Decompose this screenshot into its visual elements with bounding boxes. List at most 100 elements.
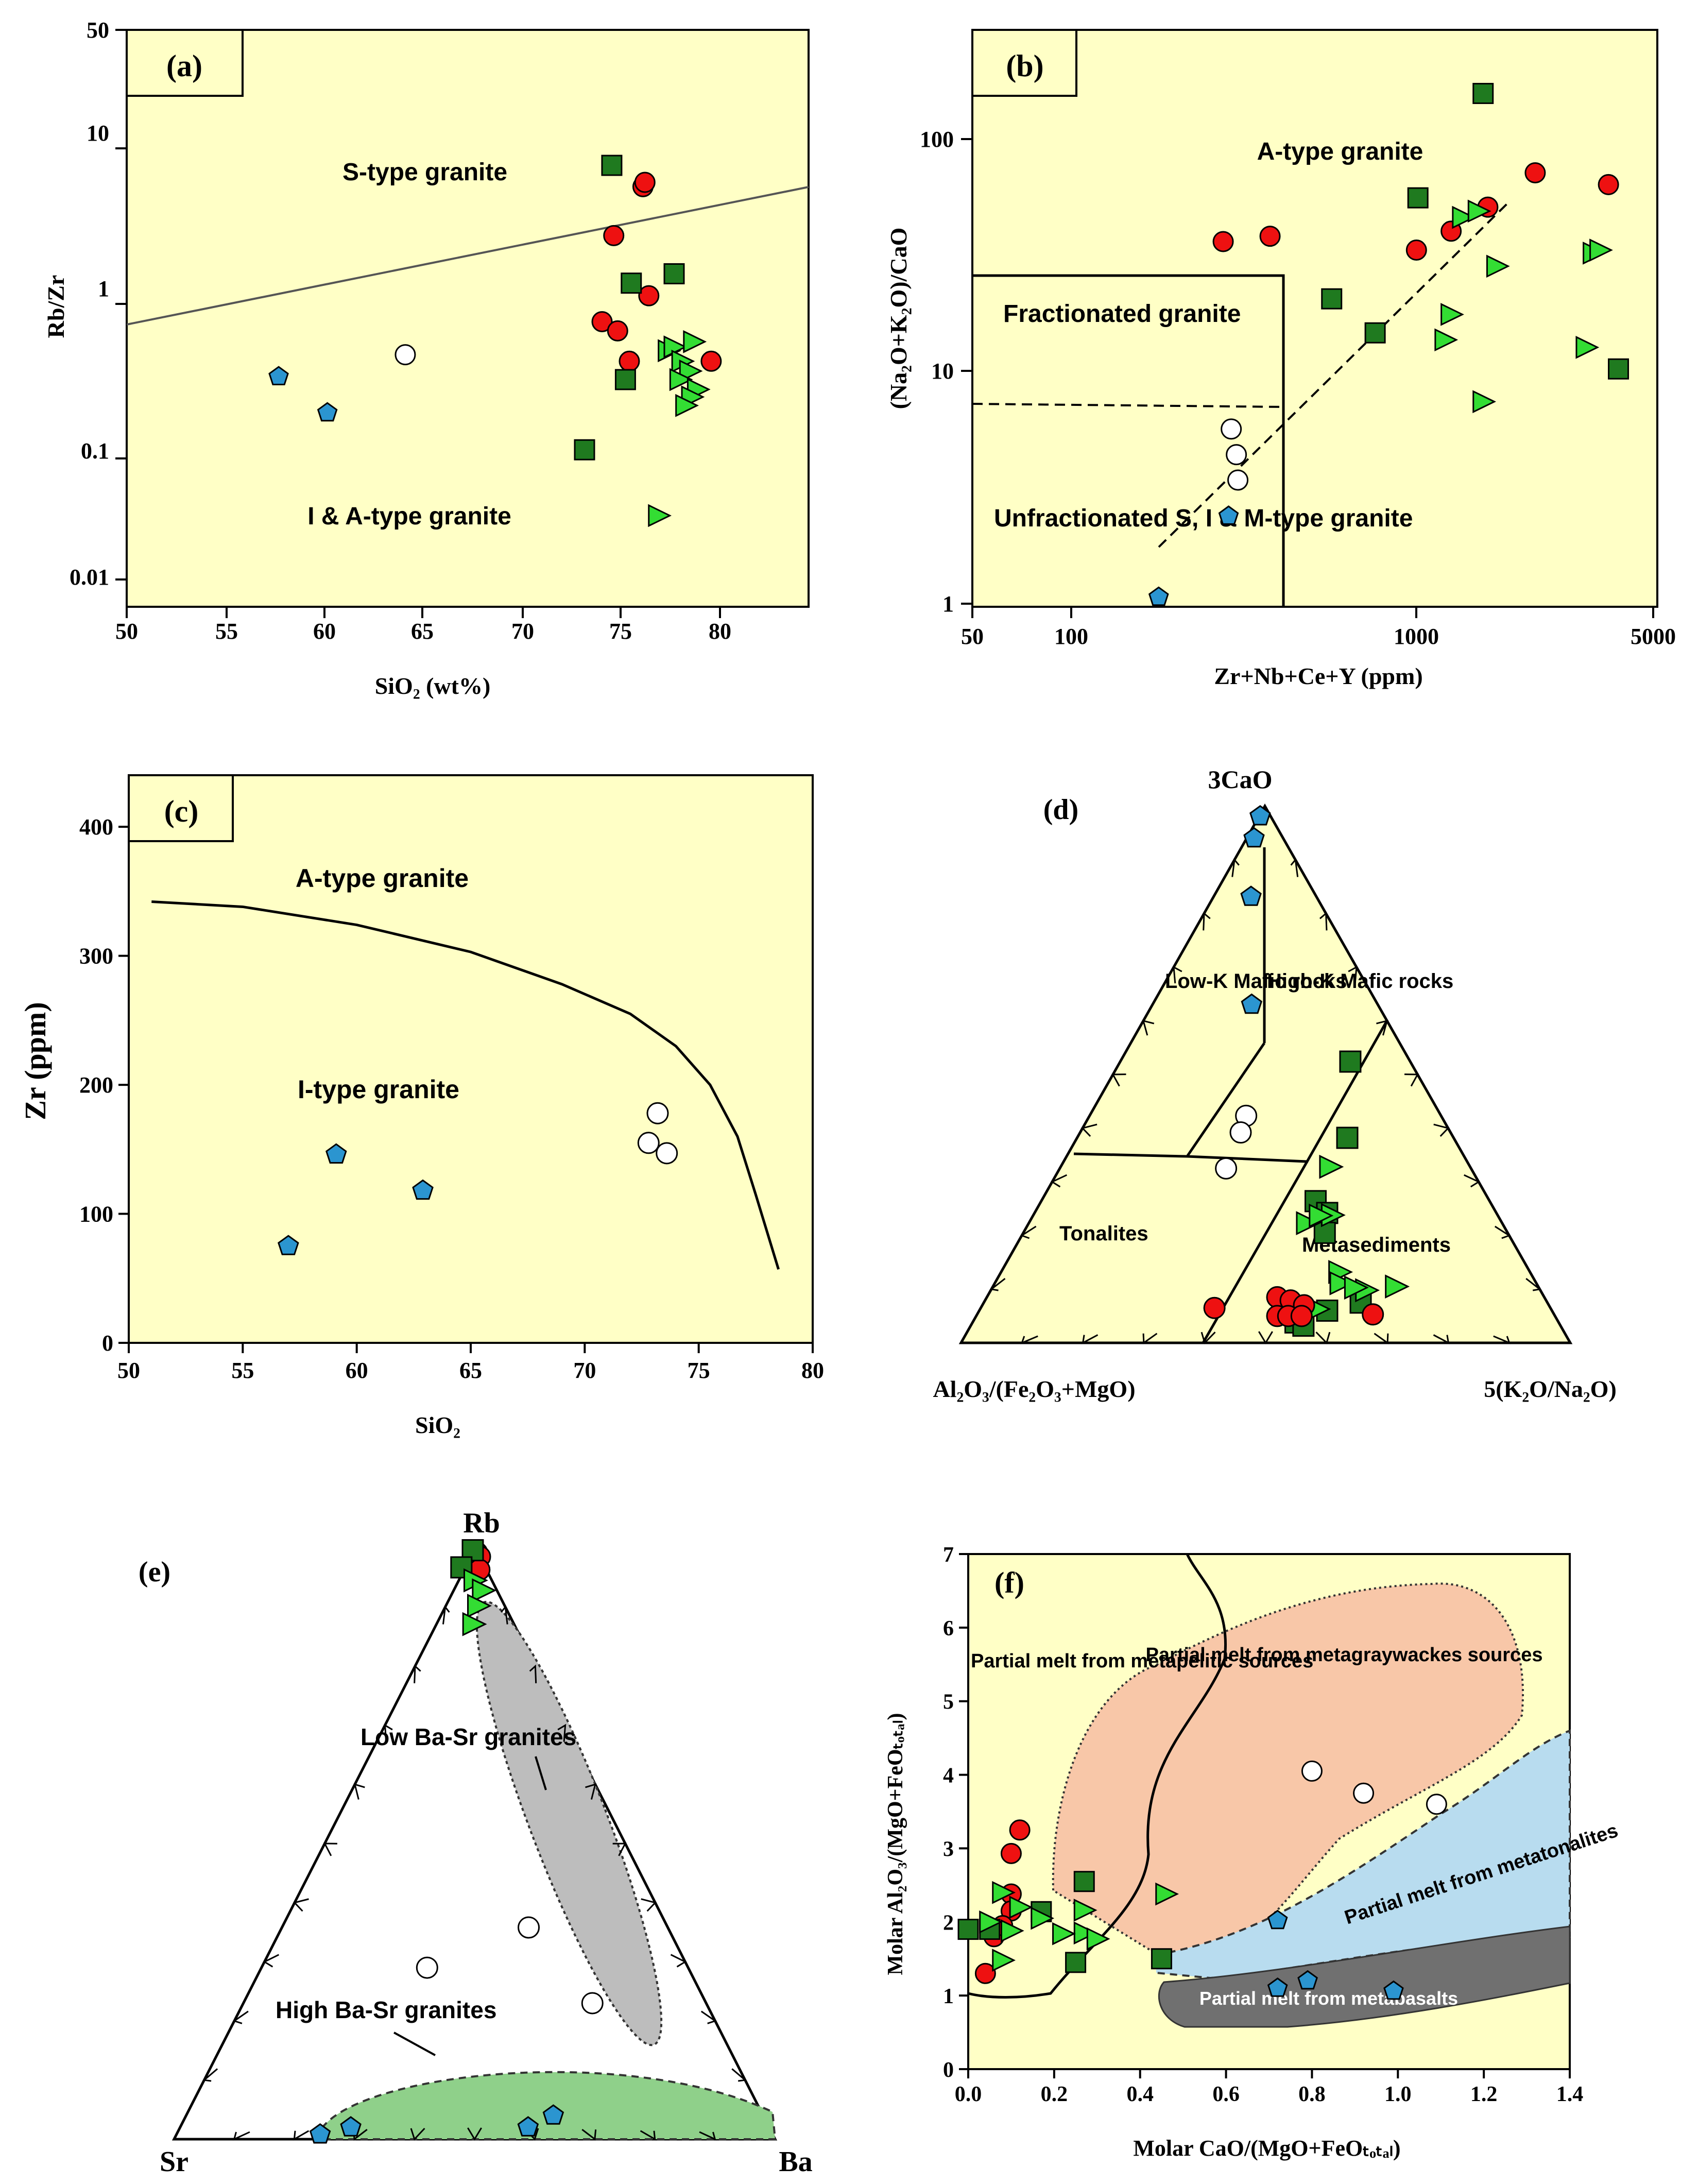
white-data-point	[637, 1132, 660, 1154]
panel-b-ytick: 1	[942, 591, 954, 617]
ternary-tick	[414, 1664, 421, 1683]
panel-b-ytick: 10	[931, 359, 954, 384]
ternary-tick	[1082, 1334, 1099, 1344]
white-data-point	[1227, 469, 1249, 491]
panel-c-label-box	[128, 774, 234, 842]
dark-green-data-point	[957, 1919, 979, 1940]
red-data-point	[1259, 226, 1281, 247]
panel-c-ytick-label: 0	[102, 1330, 113, 1356]
panel-b-xtick: 50	[961, 624, 984, 649]
panel-c-x-axis-label: SiO₂	[415, 1412, 460, 1438]
panel-b-region-fractionated: Fractionated granite	[1003, 300, 1241, 328]
panel-f-ytick-label: 0	[943, 2058, 954, 2082]
panel-b-region-a-type: A-type granite	[1257, 138, 1423, 165]
dark-green-data-point	[1339, 1050, 1362, 1073]
red-data-point	[619, 350, 640, 372]
panel-a-plot-area	[126, 29, 810, 608]
panel-f-points	[957, 1760, 1447, 2000]
red-data-point	[591, 311, 613, 332]
ternary-tick	[1203, 912, 1211, 931]
panel-e-region-high: High Ba-Sr granites	[276, 1997, 496, 2023]
white-data-point	[416, 1956, 438, 1979]
ternary-tick	[1200, 1332, 1216, 1344]
panel-a-region-s-type: S-type granite	[342, 159, 507, 186]
white-data-point	[1215, 1157, 1238, 1180]
dark-green-data-point	[1407, 187, 1429, 209]
panel-f-region-metapelitic: Partial melt from metapelitic sources	[971, 1650, 1313, 1672]
panel-e-points	[309, 1539, 604, 2144]
panel-f-metabasalt-field	[1158, 1925, 1571, 2028]
dark-green-data-point	[614, 369, 636, 390]
light-green-data-point	[1486, 254, 1510, 278]
light-green-data-point	[1296, 1211, 1321, 1236]
red-data-point	[1009, 1819, 1031, 1841]
panel-e-ticks	[202, 1605, 747, 2141]
red-data-point	[634, 172, 656, 193]
panel-f-metagraywacke-field	[1052, 1582, 1524, 1954]
panel-c-xtick-label: 60	[346, 1358, 368, 1383]
light-green-data-point	[675, 394, 699, 417]
panel-c-xtick-label: 65	[459, 1358, 482, 1383]
ternary-tick	[467, 2127, 483, 2141]
panel-f-x-axis-label: Molar CaO/(MgO+FeOₜₒₜₐₗ)	[1133, 2136, 1400, 2161]
red-data-point	[638, 285, 660, 306]
panel-c-region-a-type: A-type granite	[296, 864, 469, 893]
ternary-tick	[1493, 1335, 1511, 1344]
ternary-tick	[353, 1783, 365, 1800]
panel-c: (c) A-type granite I-type granite 50 55 60…	[19, 774, 824, 1438]
panel-a-label: (a)	[166, 49, 202, 83]
light-green-data-point	[1385, 1274, 1410, 1299]
blue-data-point	[1218, 505, 1239, 525]
panel-b-ytick: 100	[920, 127, 954, 152]
white-data-point	[395, 344, 416, 366]
panel-d-label: (d)	[1043, 794, 1078, 826]
ternary-tick	[641, 1898, 657, 1912]
panel-a-xtick: 60	[313, 619, 336, 644]
red-data-point	[1212, 231, 1234, 252]
panel-b-region-unfractionated: Unfractionated S, I & M-type granite	[994, 505, 1413, 532]
panel-f-ytick-label: 3	[943, 1837, 954, 1861]
panel-f-xtick-label: 0.8	[1298, 2083, 1326, 2106]
panel-b-xtick: 100	[1054, 624, 1088, 649]
panel-f-region-metagraywacke: Partial melt from metagraywackes sources	[1146, 1644, 1543, 1666]
panel-b-label-box	[971, 29, 1077, 97]
panel-c-xtick-label: 55	[231, 1358, 254, 1383]
ternary-tick	[442, 1605, 450, 1625]
light-green-data-point	[1031, 1906, 1055, 1930]
blue-data-point	[517, 2116, 539, 2137]
light-green-data-point	[992, 1949, 1016, 1972]
panel-c-region-i-type: I-type granite	[298, 1075, 459, 1104]
panel-f-ytick-label: 7	[943, 1543, 954, 1567]
panel-c-label: (c)	[164, 794, 199, 828]
panel-b-plot-area	[971, 29, 1658, 608]
red-data-point	[607, 320, 628, 342]
panel-c-points	[278, 1102, 678, 1255]
white-data-point	[1426, 1794, 1447, 1815]
blue-data-point	[1241, 993, 1263, 1014]
ternary-tick	[581, 2129, 597, 2141]
dark-green-data-point	[1336, 1127, 1359, 1149]
white-data-point	[656, 1142, 678, 1165]
panel-b-xtick: 1000	[1394, 624, 1439, 649]
light-green-data-point	[1467, 199, 1491, 223]
red-data-point	[1598, 174, 1619, 195]
light-green-data-point	[1155, 1882, 1179, 1906]
ternary-tick	[384, 1724, 393, 1742]
panel-c-ytick-label: 100	[79, 1202, 113, 1227]
panel-f-y-axis-label: Molar Al₂O₃/(MgO+FeOₜₒₜₐₗ)	[884, 1713, 907, 1975]
panel-b-y-axis-label: (Na₂O+K₂O)/CaO	[885, 228, 912, 410]
panel-f-metatonalite-field	[1155, 1729, 1571, 1980]
light-green-data-point	[467, 1594, 492, 1618]
light-green-data-point	[992, 1881, 1016, 1904]
ternary-tick	[501, 1605, 508, 1625]
ternary-tick	[1020, 1335, 1038, 1344]
panel-f-xtick-label: 0.2	[1041, 2083, 1068, 2106]
ternary-tick	[202, 2068, 218, 2082]
panel-e-apex-right: Ba	[779, 2146, 812, 2178]
panel-f-ytick-label: 4	[943, 1764, 954, 1788]
red-data-point	[974, 1963, 996, 1984]
panel-d-apex-top: 3CaO	[1208, 765, 1273, 794]
ternary-tick	[1231, 858, 1240, 877]
panel-a-label-box	[126, 29, 244, 97]
